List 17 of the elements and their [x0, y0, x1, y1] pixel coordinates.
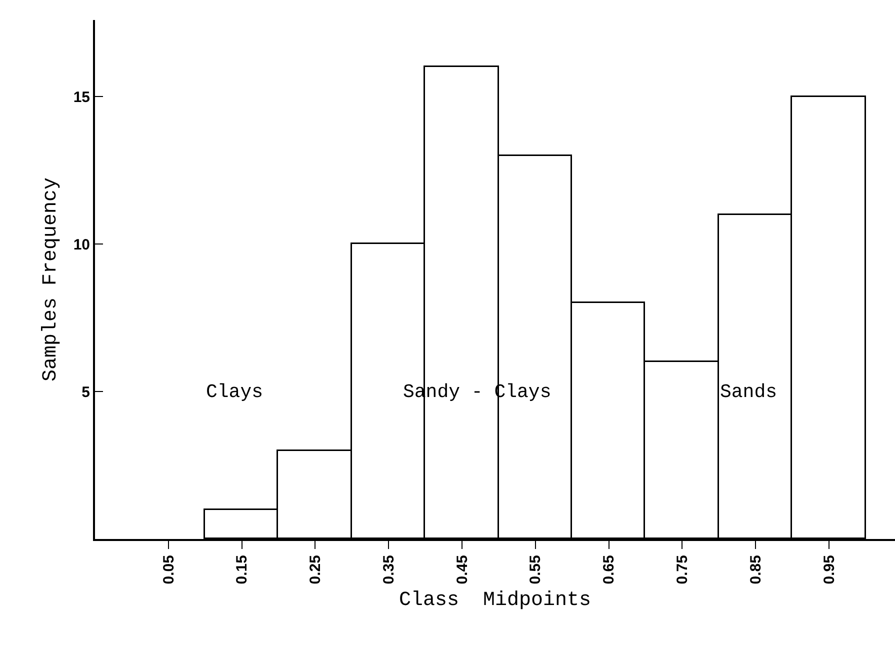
x-tick-label: 0.25 — [307, 555, 324, 584]
x-tick-label: 0.85 — [747, 555, 764, 584]
annotation: Clays — [206, 381, 264, 403]
x-tick-label: 0.05 — [160, 555, 178, 584]
y-axis-title: Samples Frequency — [39, 177, 62, 382]
x-tick-label: 0.75 — [674, 555, 692, 584]
y-tick-label: 5 — [82, 384, 90, 401]
x-tick-label: 0.35 — [380, 555, 398, 584]
annotation: Sands — [720, 381, 778, 403]
y-tick-label: 10 — [73, 236, 90, 254]
x-tick-label: 0.15 — [234, 555, 251, 584]
x-tick-label: 0.65 — [600, 555, 618, 584]
x-axis-title: Class Midpoints — [398, 589, 592, 612]
y-tick-label: 15 — [73, 88, 90, 106]
x-tick-label: 0.55 — [527, 555, 544, 584]
x-tick-label: 0.95 — [820, 555, 838, 584]
x-tick-label: 0.45 — [454, 555, 471, 584]
